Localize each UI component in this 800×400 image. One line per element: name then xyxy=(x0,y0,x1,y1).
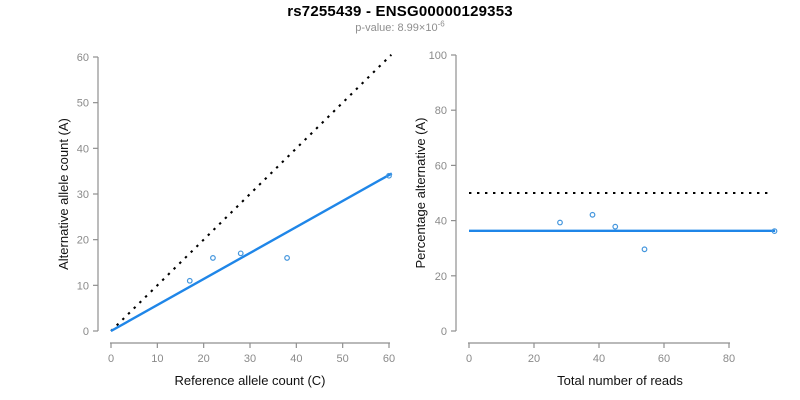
y-tick-label: 20 xyxy=(435,271,447,283)
x-tick-label: 80 xyxy=(723,353,735,365)
y-tick-label: 80 xyxy=(435,105,447,117)
x-axis-title: Total number of reads xyxy=(557,373,683,388)
y-tick-label: 50 xyxy=(77,98,89,110)
y-tick-label: 0 xyxy=(83,326,89,338)
x-tick-label: 60 xyxy=(658,353,670,365)
data-point xyxy=(210,255,216,261)
y-tick-label: 60 xyxy=(77,52,89,64)
y-axis-title: Percentage alternative (A) xyxy=(413,117,428,268)
data-point xyxy=(284,255,290,261)
y-tick-label: 20 xyxy=(77,235,89,247)
pvalue-subtitle: p-value: 8.99×10-6 xyxy=(0,19,800,34)
data-point xyxy=(557,219,563,226)
x-tick-label: 60 xyxy=(383,353,395,365)
y-tick-label: 60 xyxy=(435,160,447,172)
x-tick-label: 50 xyxy=(337,353,349,365)
x-tick-label: 10 xyxy=(151,353,163,365)
y-tick-label: 40 xyxy=(77,143,89,155)
identity-line xyxy=(110,53,393,332)
x-tick-label: 30 xyxy=(244,353,256,365)
data-point xyxy=(612,223,619,230)
data-point xyxy=(237,250,244,257)
data-point xyxy=(186,277,193,284)
x-tick-label: 40 xyxy=(593,353,605,365)
data-point xyxy=(386,172,392,179)
pvalue-label: p-value: 8.99×10 xyxy=(355,22,438,34)
y-tick-label: 0 xyxy=(441,326,447,338)
data-point xyxy=(641,246,648,253)
x-tick-label: 0 xyxy=(466,353,472,365)
data-point xyxy=(589,211,596,218)
pvalue-exponent: -6 xyxy=(437,19,445,29)
y-tick-label: 30 xyxy=(77,189,89,201)
y-tick-label: 40 xyxy=(435,216,447,228)
x-tick-label: 20 xyxy=(198,353,210,365)
x-tick-label: 0 xyxy=(108,353,114,365)
y-tick-label: 10 xyxy=(77,280,89,292)
plot-title: rs7255439 - ENSG00000129353 xyxy=(287,3,513,20)
y-axis-title: Alternative allele count (A) xyxy=(56,118,71,270)
x-axis-title: Reference allele count (C) xyxy=(174,373,325,388)
x-tick-label: 20 xyxy=(528,353,540,365)
y-tick-label: 100 xyxy=(429,50,447,62)
panel-allele-counts: 0 10 20 30 40 50 60 0 10 20 30 40 50 60 Reference alle… xyxy=(56,52,395,388)
fit-line xyxy=(110,172,393,333)
x-tick-label: 40 xyxy=(290,353,302,365)
panel-percentage-alternative: 0 20 40 60 80 100 0 20 40 60 80 Total number of rea… xyxy=(413,50,778,388)
data-point xyxy=(771,228,778,234)
